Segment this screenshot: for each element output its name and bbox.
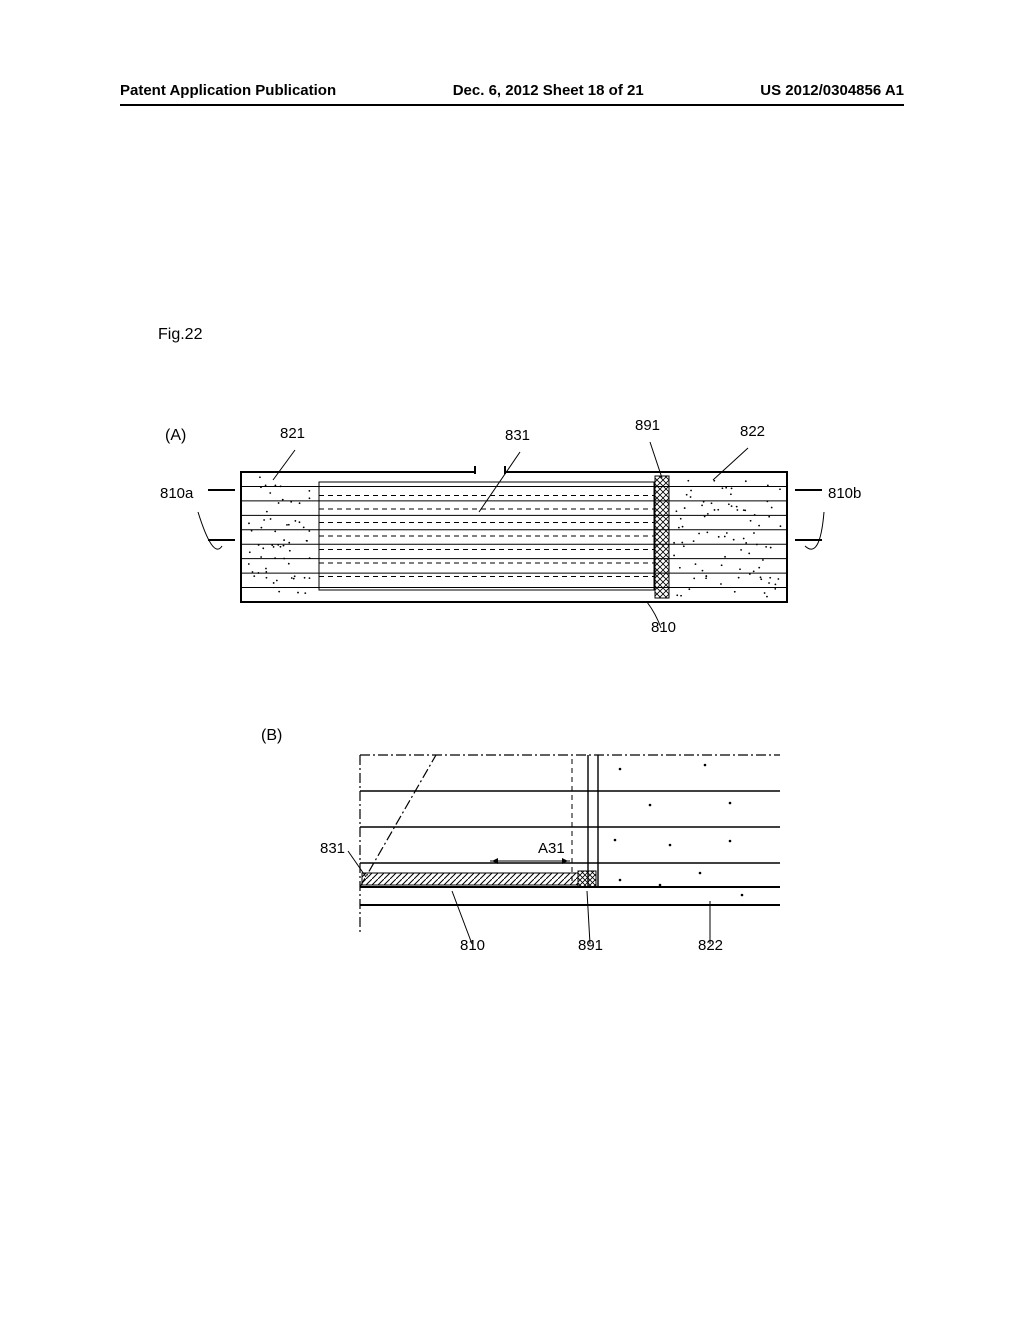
panel-a-diagram: 810821822831891810a810b: [195, 420, 835, 670]
header-center: Dec. 6, 2012 Sheet 18 of 21: [453, 82, 644, 99]
ref-821: 821: [280, 425, 305, 442]
header-right: US 2012/0304856 A1: [760, 82, 904, 99]
panel-b-diagram: A31 810 822 831 891: [300, 735, 820, 995]
ref-a31: A31: [538, 840, 565, 857]
ref-891: 891: [578, 937, 603, 954]
ref-810b: 810b: [828, 485, 861, 502]
ref-891: 891: [635, 417, 660, 434]
ref-822: 822: [698, 937, 723, 954]
panel-b-label: (B): [261, 727, 282, 745]
ref-810: 810: [460, 937, 485, 954]
figure-label: Fig.22: [158, 326, 202, 344]
ref-831: 831: [320, 840, 345, 857]
ref-810a: 810a: [160, 485, 194, 502]
header-left: Patent Application Publication: [120, 82, 336, 99]
ref-822: 822: [740, 423, 765, 440]
page-header: Patent Application Publication Dec. 6, 2…: [120, 82, 904, 99]
ref-831: 831: [505, 427, 530, 444]
panel-a-label: (A): [165, 427, 186, 445]
header-rule: [120, 104, 904, 106]
ref-810: 810: [651, 619, 676, 636]
